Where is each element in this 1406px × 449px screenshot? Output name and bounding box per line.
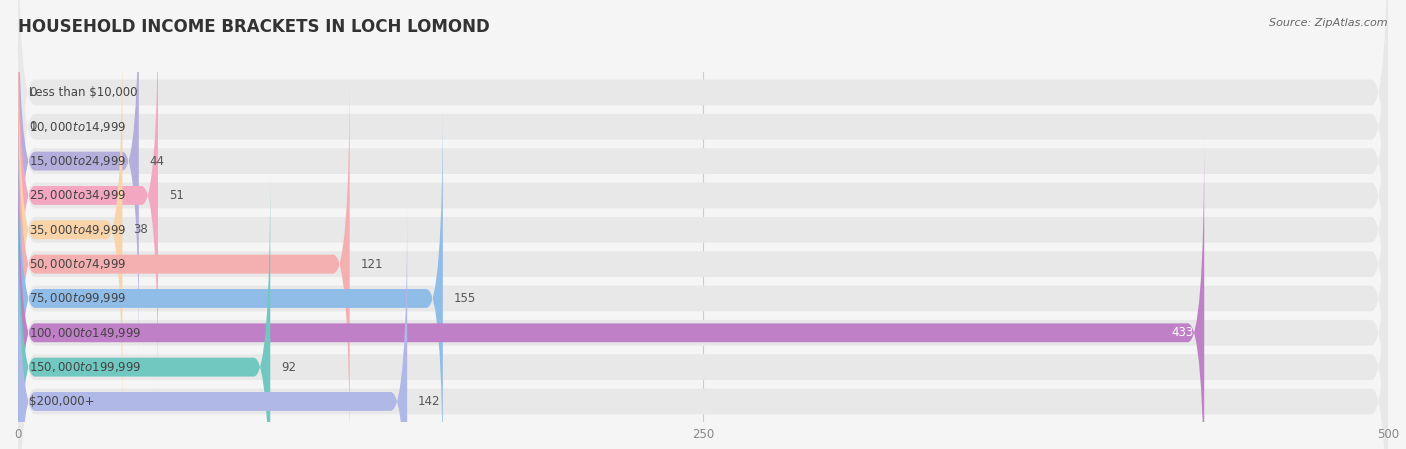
FancyBboxPatch shape bbox=[18, 102, 443, 449]
Text: 51: 51 bbox=[169, 189, 184, 202]
Text: 0: 0 bbox=[30, 120, 37, 133]
Text: 92: 92 bbox=[281, 361, 297, 374]
Text: $200,000+: $200,000+ bbox=[30, 395, 94, 408]
Text: $10,000 to $14,999: $10,000 to $14,999 bbox=[30, 120, 127, 134]
FancyBboxPatch shape bbox=[18, 0, 157, 392]
FancyBboxPatch shape bbox=[18, 37, 1388, 423]
Text: 433: 433 bbox=[1171, 326, 1194, 339]
Text: 155: 155 bbox=[454, 292, 477, 305]
Text: HOUSEHOLD INCOME BRACKETS IN LOCH LOMOND: HOUSEHOLD INCOME BRACKETS IN LOCH LOMOND bbox=[18, 18, 491, 36]
Text: Less than $10,000: Less than $10,000 bbox=[30, 86, 138, 99]
FancyBboxPatch shape bbox=[18, 71, 1388, 449]
FancyBboxPatch shape bbox=[18, 67, 350, 449]
Text: $100,000 to $149,999: $100,000 to $149,999 bbox=[30, 326, 142, 340]
Text: $50,000 to $74,999: $50,000 to $74,999 bbox=[30, 257, 127, 271]
FancyBboxPatch shape bbox=[18, 0, 1388, 354]
Text: $150,000 to $199,999: $150,000 to $199,999 bbox=[30, 360, 142, 374]
Text: $15,000 to $24,999: $15,000 to $24,999 bbox=[30, 154, 127, 168]
Text: $25,000 to $34,999: $25,000 to $34,999 bbox=[30, 189, 127, 202]
FancyBboxPatch shape bbox=[18, 208, 1388, 449]
FancyBboxPatch shape bbox=[18, 106, 1388, 449]
FancyBboxPatch shape bbox=[18, 33, 122, 427]
Text: $75,000 to $99,999: $75,000 to $99,999 bbox=[30, 291, 127, 305]
FancyBboxPatch shape bbox=[18, 2, 1388, 388]
Text: Source: ZipAtlas.com: Source: ZipAtlas.com bbox=[1270, 18, 1388, 28]
FancyBboxPatch shape bbox=[18, 0, 1388, 320]
Text: 44: 44 bbox=[150, 154, 165, 167]
Text: 121: 121 bbox=[360, 258, 384, 271]
FancyBboxPatch shape bbox=[18, 140, 1388, 449]
Text: $35,000 to $49,999: $35,000 to $49,999 bbox=[30, 223, 127, 237]
FancyBboxPatch shape bbox=[18, 136, 1204, 449]
FancyBboxPatch shape bbox=[18, 174, 1388, 449]
Text: 0: 0 bbox=[30, 86, 37, 99]
FancyBboxPatch shape bbox=[18, 0, 1388, 286]
FancyBboxPatch shape bbox=[18, 0, 139, 358]
Text: 142: 142 bbox=[418, 395, 440, 408]
Text: 38: 38 bbox=[134, 223, 148, 236]
FancyBboxPatch shape bbox=[18, 205, 408, 449]
FancyBboxPatch shape bbox=[18, 171, 270, 449]
